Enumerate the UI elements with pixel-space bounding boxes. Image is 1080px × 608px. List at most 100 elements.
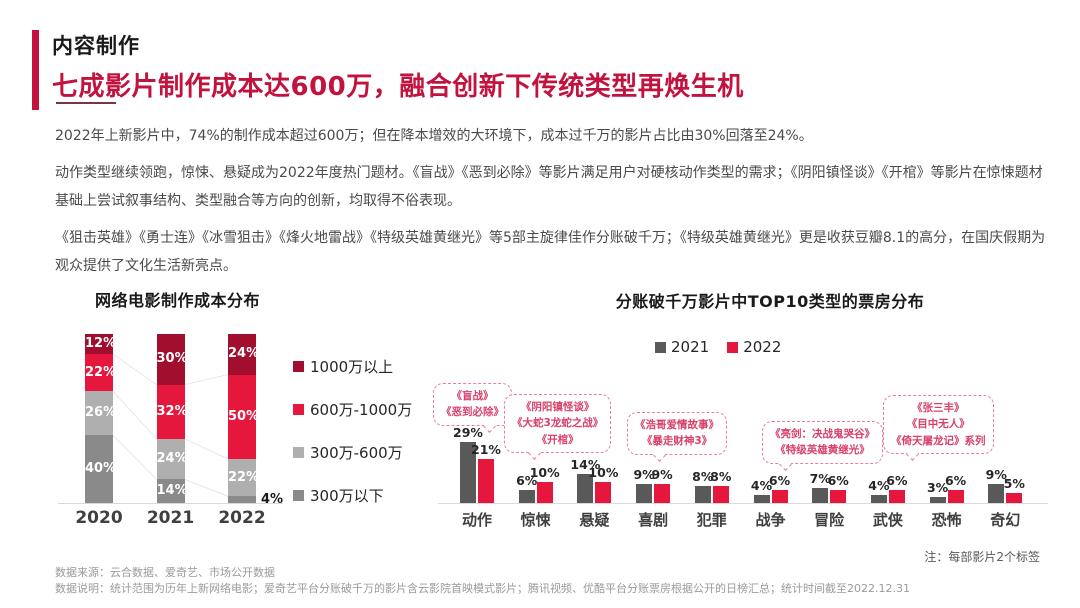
page-headline: 七成影片制作成本达600万，融合创新下传统类型再焕生机: [52, 72, 744, 102]
genre-bar-value-label: 8%: [710, 469, 732, 485]
genre-bar: [988, 484, 1005, 503]
segment-percent-label: 14%: [156, 483, 188, 499]
segment-percent-label: 40%: [85, 461, 117, 477]
legend-label: 2022: [743, 338, 782, 356]
film-callout-line: 《特级英雄黄继光》: [775, 444, 870, 457]
genre-bar-value-label: 9%: [985, 467, 1007, 483]
genre-bar: [694, 486, 711, 503]
left-legend-item: 1000万以上: [293, 356, 393, 377]
right-chart-legend: 2021 2022: [655, 338, 781, 356]
left-legend-item: 300万以下: [293, 485, 384, 506]
film-callout-line: 《开棺》: [536, 433, 579, 446]
genre-bar: [654, 484, 671, 503]
legend-swatch: [727, 341, 739, 353]
paragraph-films: 《狙击英雄》《勇士连》《冰雪狙击》《烽火地雷战》《特级英雄黄继光》等5部主旋律佳…: [55, 230, 1046, 274]
film-callout-line: 《亮剑：决战鬼哭谷》: [770, 428, 875, 440]
left-chart-axis: [58, 503, 283, 504]
film-callout-line: 《盲战》: [451, 390, 494, 402]
film-callout-line: 《暴走财神3》: [641, 435, 713, 448]
legend-swatch: [293, 447, 304, 458]
right-chart-category-label: 喜剧: [638, 511, 669, 529]
genre-bar: [518, 490, 535, 503]
genre-bar: [812, 488, 829, 503]
cost-bar-segment: [228, 496, 256, 503]
headline-underline: [56, 102, 116, 104]
segment-percent-label: 12%: [85, 336, 117, 352]
right-chart-category-label: 悬疑: [579, 511, 610, 529]
genre-bar-value-label: 4%: [868, 477, 890, 493]
genre-bar-value-label: 3%: [926, 479, 949, 495]
cost-bar-segment: [228, 374, 256, 460]
film-callout-line: 《大蛇3龙蛇之战》: [512, 417, 604, 430]
film-callout-line: 《阴阳镇怪谈》: [520, 401, 595, 413]
genre-bar-value-label: 4%: [750, 477, 773, 493]
cost-bar-segment: [156, 384, 185, 439]
legend-label: 1000万以上: [310, 358, 394, 376]
genre-bar: [830, 490, 847, 503]
segment-percent-label: 22%: [85, 364, 117, 380]
legend-label: 300万-600万: [310, 444, 403, 462]
genre-bar: [1006, 492, 1023, 503]
callout-tail: [778, 457, 792, 471]
cost-bar-segment: [85, 354, 113, 392]
body-paragraphs: 2022年上新影片中，74%的制作成本超过600万；但在降本增效的大环境下，成本…: [55, 122, 1047, 289]
genre-bar: [929, 496, 946, 503]
genre-bar-value-label: 8%: [692, 469, 714, 485]
film-callout-line: 《目中无人》: [906, 418, 970, 431]
callout-tail: [653, 448, 667, 462]
film-callout: 《张三丰》《目中无人》《倚天屠龙记》系列: [883, 395, 994, 461]
legend-swatch: [293, 361, 304, 372]
genre-bar: [712, 486, 729, 503]
film-callout: 《阴阳镇怪谈》 《大蛇3龙蛇之战》 《开棺》: [504, 394, 612, 460]
film-callout: 《浩哥爱情故事》 《暴走财神3》: [627, 412, 727, 462]
genre-bar-value-label: 21%: [471, 441, 501, 457]
genre-bar: [595, 482, 612, 503]
segment-percent-label: 24%: [228, 346, 260, 362]
genre-bar: [888, 490, 905, 503]
right-chart-title: 分账破千万影片中TOP10类型的票房分布: [615, 292, 925, 311]
segment-percent-label: 30%: [156, 351, 188, 367]
paragraph-genres: 动作类型继续领跑，惊悚、悬疑成为2022年度热门题材。《盲战》《恶到必除》等影片…: [55, 165, 1043, 209]
genre-bar-value-label: 6%: [827, 473, 849, 489]
left-legend-item: 300万-600万: [293, 442, 403, 463]
left-legend-item: 600万-1000万: [293, 399, 412, 420]
genre-bar-value-label: 6%: [944, 473, 967, 489]
right-chart-category-label: 武侠: [872, 511, 903, 529]
genre-bar: [577, 473, 594, 503]
film-callout-line: 《倚天屠龙记》系列: [891, 434, 986, 447]
right-chart-category-label: 冒险: [814, 511, 845, 529]
film-callout-line: 《张三丰》: [912, 402, 965, 414]
cost-bar-segment: [85, 391, 113, 436]
cost-bar-segment: [156, 479, 185, 503]
legend-label: 300万以下: [310, 487, 384, 505]
tag-footnote: 注：每部影片2个标签: [924, 550, 1040, 564]
callout-tail: [528, 446, 542, 460]
genre-bar: [636, 484, 653, 503]
genre-bar-value-label: 5%: [1003, 475, 1025, 491]
genre-bar-value-label: 6%: [516, 473, 538, 489]
genre-bar-value-label: 6%: [768, 473, 791, 489]
genre-bar-value-label: 7%: [809, 471, 831, 487]
segment-percent-label: 24%: [156, 451, 188, 467]
left-chart-title: 网络电影制作成本分布: [95, 291, 261, 310]
legend-label: 2021: [671, 338, 710, 356]
right-legend-item: 2021: [655, 338, 709, 356]
film-callout: 《亮剑：决战鬼哭谷》 《特级英雄黄继光》: [762, 421, 883, 471]
genre-bar-value-label: 10%: [588, 465, 619, 480]
genre-bar-value-label: 14%: [570, 456, 601, 472]
left-chart-category-label: 2021: [146, 508, 195, 528]
segment-percent-label: 22%: [228, 469, 260, 485]
legend-swatch: [655, 341, 666, 353]
genre-bar: [947, 490, 964, 503]
paragraph-cost: 2022年上新影片中，74%的制作成本超过600万；但在降本增效的大环境下，成本…: [55, 128, 813, 144]
title-accent-bar: [32, 30, 39, 110]
legend-swatch: [293, 490, 304, 501]
genre-bar-value-label: 10%: [529, 465, 560, 480]
right-chart-category-label: 惊悚: [520, 511, 551, 529]
data-source-line: 数据来源：云合数据、爱奇艺、市场公开数据: [55, 566, 275, 579]
genre-bar: [478, 458, 494, 503]
data-description-line: 数据说明：统计范围为历年上新网络电影；爱奇艺平台分账破千万的影片含云影院首映模式…: [55, 582, 910, 595]
genre-bar: [753, 494, 770, 503]
genre-bar-value-label: 29%: [453, 425, 483, 441]
